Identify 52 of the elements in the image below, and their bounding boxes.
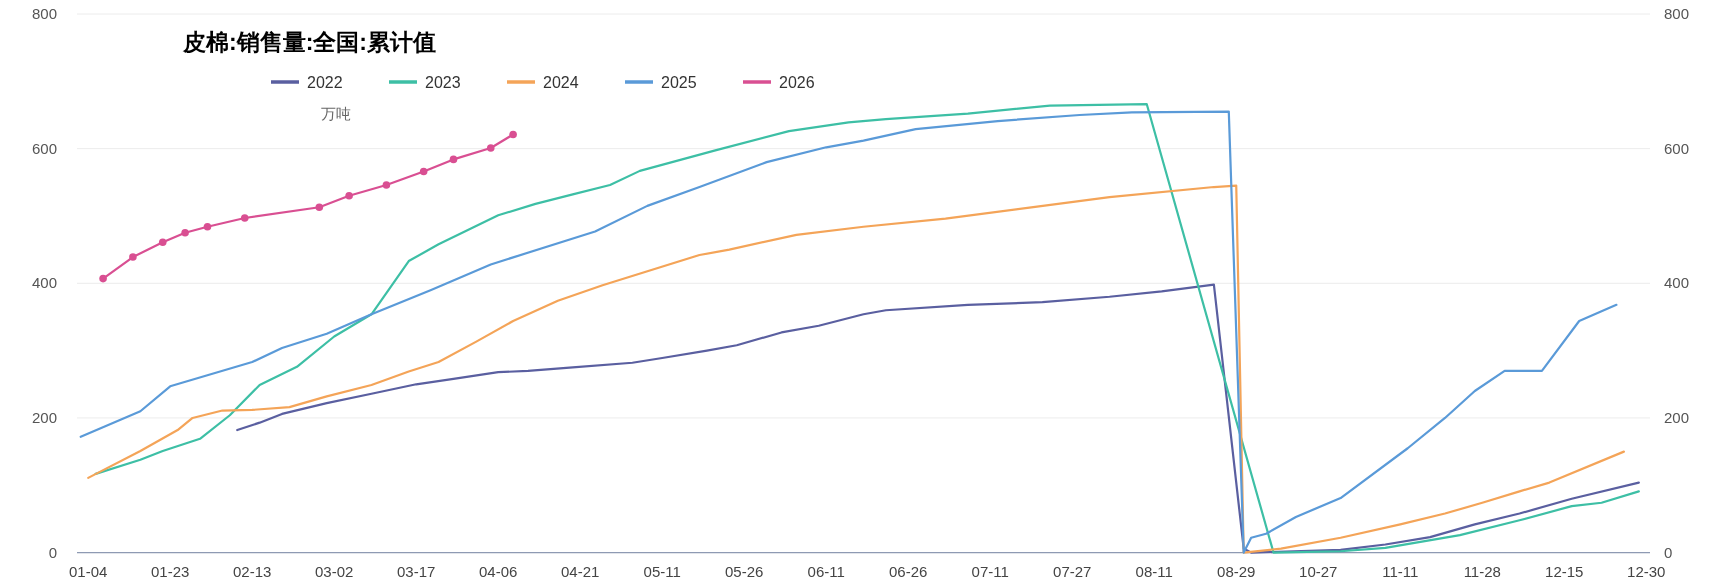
x-tick-label: 01-04 <box>68 562 108 580</box>
x-tick-label: 06-11 <box>807 562 845 580</box>
y-tick-label: 400 <box>31 274 57 292</box>
point <box>449 155 458 164</box>
point <box>129 253 137 261</box>
x-tick-label: 04-21 <box>561 562 600 580</box>
point <box>99 274 107 283</box>
x-tick-label: 11-28 <box>1463 562 1501 580</box>
x-tick-label: 08-29 <box>1217 562 1256 580</box>
x-tick-label: 04-06 <box>479 562 518 580</box>
y-tick-label: 0 <box>48 543 57 561</box>
point <box>509 130 517 139</box>
x-tick-label: 12-15 <box>1545 562 1584 580</box>
point <box>203 222 212 231</box>
y2-tick-label: 600 <box>1664 139 1690 157</box>
legend-label: 2025 <box>661 74 697 91</box>
x-tick-label: 06-26 <box>889 562 928 580</box>
x-tick-label: 05-11 <box>643 562 681 580</box>
x-tick-label: 03-02 <box>315 562 354 580</box>
line-series <box>87 184 1626 554</box>
point <box>158 238 167 247</box>
point <box>345 191 353 200</box>
x-tick-label: 07-27 <box>1053 562 1092 580</box>
x-tick-label: 10-27 <box>1299 562 1338 580</box>
y-tick-label: 200 <box>31 408 57 426</box>
x-tick-label: 12-30 <box>1627 562 1666 580</box>
legend-label: 2024 <box>543 74 579 91</box>
y2-tick-label: 800 <box>1664 5 1690 22</box>
point <box>181 229 189 237</box>
legend-label: 2026 <box>779 74 815 91</box>
y2-tick-label: 200 <box>1664 408 1690 426</box>
legend-label: 2023 <box>425 74 461 91</box>
x-tick-label: 02-13 <box>233 562 272 580</box>
point <box>486 144 495 152</box>
y2-tick-label: 0 <box>1664 543 1673 561</box>
x-tick-label: 03-17 <box>397 562 436 580</box>
y-tick-label: 800 <box>31 5 57 22</box>
y2-tick-label: 400 <box>1664 274 1690 292</box>
text: 皮棉:销售量:全国:累计值 <box>182 29 436 55</box>
point <box>382 181 391 189</box>
x-tick-label: 11-11 <box>1382 562 1419 580</box>
point <box>315 203 324 212</box>
x-tick-label: 07-11 <box>971 562 1009 580</box>
legend-label: 2022 <box>307 74 343 91</box>
x-tick-label: 05-26 <box>725 562 764 580</box>
x-tick-label: 08-11 <box>1135 562 1173 580</box>
line-series <box>236 283 1640 554</box>
y-axis-title: 万吨 <box>321 105 351 122</box>
point <box>419 167 428 176</box>
x-tick-label: 01-23 <box>151 562 190 580</box>
point <box>240 214 249 222</box>
y-tick-label: 600 <box>31 139 57 157</box>
